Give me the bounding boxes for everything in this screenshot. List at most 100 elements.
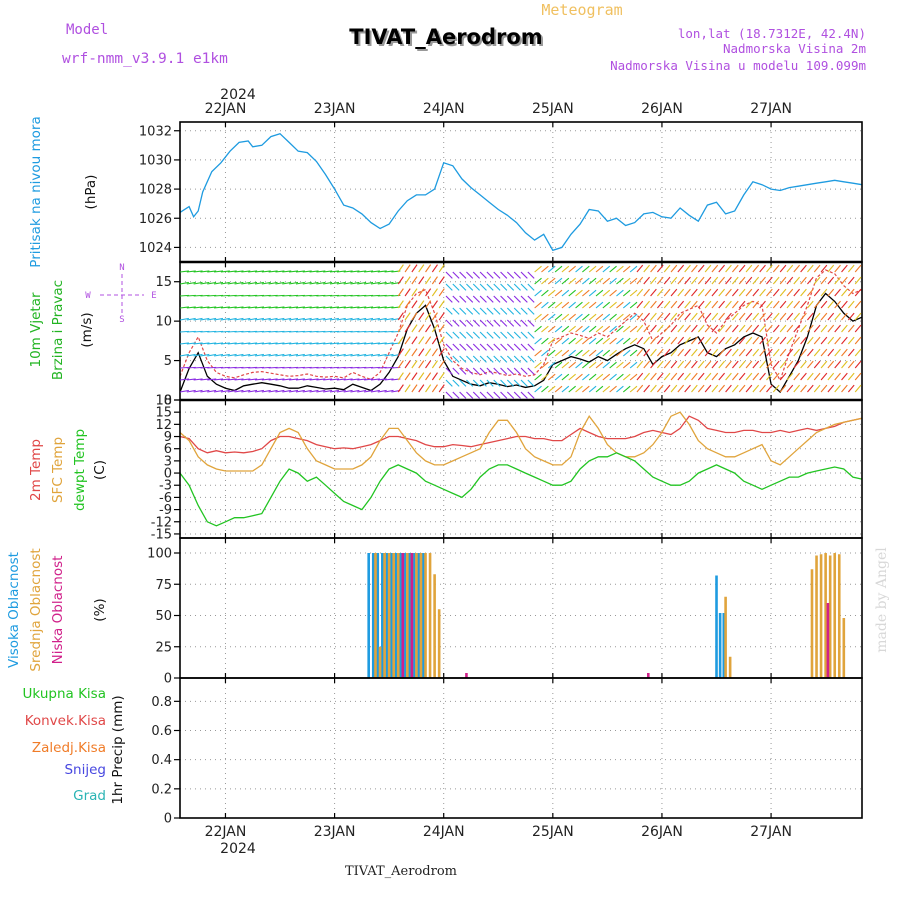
y-tick-label: -9 bbox=[159, 503, 172, 518]
wind-arrow bbox=[445, 343, 453, 351]
wind-arrow bbox=[834, 372, 841, 381]
wind-arrow bbox=[711, 288, 719, 297]
wind-arrow bbox=[234, 389, 244, 393]
wind-arrow bbox=[697, 336, 705, 345]
wind-arrow bbox=[445, 367, 453, 375]
wind-arrow bbox=[554, 265, 563, 273]
wind-arrow bbox=[547, 301, 556, 309]
wind-arrow bbox=[506, 391, 515, 399]
gust-line bbox=[179, 269, 863, 382]
wind-arrow bbox=[479, 307, 487, 315]
wind-arrow bbox=[466, 295, 474, 303]
day-label-top: 23JAN bbox=[314, 101, 356, 117]
wind-arrow bbox=[472, 379, 481, 387]
wind-arrow bbox=[282, 270, 292, 273]
wind-arrow bbox=[677, 300, 685, 309]
day-label-bottom: 26JAN bbox=[641, 824, 683, 840]
wind-arrow bbox=[520, 319, 528, 327]
wind-arrow bbox=[193, 378, 203, 381]
wind-arrow bbox=[772, 300, 780, 309]
wind-arrow bbox=[622, 289, 631, 297]
wind-arrow bbox=[329, 306, 340, 309]
wind-arrow bbox=[186, 281, 196, 285]
wind-arrow bbox=[677, 360, 685, 369]
wind-arrow bbox=[807, 372, 814, 381]
wind-arrow bbox=[486, 343, 494, 351]
wind-arrow bbox=[718, 384, 725, 393]
wind-arrow bbox=[629, 373, 638, 381]
wind-arrow bbox=[670, 372, 678, 381]
y-tick-label: 0 bbox=[164, 394, 172, 409]
wind-arrow bbox=[609, 277, 617, 285]
wind-arrow bbox=[513, 295, 521, 303]
precip-legend-4: Grad bbox=[73, 788, 106, 804]
wind-arrow bbox=[636, 324, 644, 333]
pressure-panel bbox=[174, 121, 863, 263]
wind-arrow bbox=[616, 373, 624, 381]
wind-arrow bbox=[248, 317, 258, 321]
wind-arrow bbox=[186, 378, 196, 381]
wind-arrow bbox=[179, 353, 189, 357]
wind-arrow bbox=[431, 336, 438, 345]
wind-arrow bbox=[534, 337, 542, 345]
wind-arrow bbox=[793, 348, 801, 357]
wind-arrow bbox=[541, 361, 549, 369]
wind-arrow bbox=[343, 342, 353, 345]
wind-arrow bbox=[820, 276, 828, 285]
wind-arrow bbox=[193, 306, 203, 309]
wind-arrow bbox=[772, 288, 780, 297]
wind-arrow bbox=[656, 360, 664, 369]
wind-arrow bbox=[834, 360, 841, 369]
sfc-axis-label: SFC Temp bbox=[50, 437, 66, 503]
wind-arrow bbox=[384, 353, 394, 357]
wind-arrow bbox=[766, 336, 773, 345]
wind-arrow bbox=[268, 270, 278, 273]
y-tick-label: 12 bbox=[155, 418, 172, 433]
wind-arrow bbox=[534, 361, 542, 369]
wind-arrow bbox=[214, 306, 224, 309]
precip-panel bbox=[174, 677, 863, 819]
wind-arrow bbox=[786, 348, 794, 357]
year-label-top: 2024 bbox=[220, 87, 256, 103]
y-tick-label: 100 bbox=[147, 547, 172, 562]
wind-arrow bbox=[295, 342, 305, 345]
footer-station: TIVAT_Aerodrom bbox=[345, 864, 457, 879]
wind-arrow bbox=[691, 264, 698, 273]
wind-arrow bbox=[622, 325, 631, 333]
wind-arrow bbox=[561, 337, 570, 345]
wind-arrow bbox=[370, 353, 380, 357]
wind-arrow bbox=[575, 361, 583, 369]
wind-arrow bbox=[364, 342, 374, 345]
wind-arrow bbox=[582, 313, 590, 321]
wind-arrow bbox=[431, 372, 438, 381]
wind-arrow bbox=[575, 301, 583, 309]
lonlat: lon,lat (18.7312E, 42.4N) bbox=[678, 26, 866, 41]
wind-arrow bbox=[588, 361, 597, 369]
wind-arrow bbox=[834, 276, 841, 285]
wind-arrow bbox=[616, 337, 624, 345]
wind-arrow bbox=[404, 264, 411, 273]
cloud-bar bbox=[647, 673, 650, 678]
wind-arrow bbox=[472, 319, 481, 327]
day-label-top: 22JAN bbox=[205, 101, 247, 117]
wind-arrow bbox=[541, 265, 549, 273]
wind-arrow bbox=[411, 372, 418, 381]
wind-arrow bbox=[834, 264, 841, 273]
wind-arrow bbox=[759, 360, 766, 369]
wind-arrow bbox=[854, 360, 862, 369]
wind-arrow bbox=[425, 264, 432, 273]
wind-arrow bbox=[643, 324, 650, 333]
wind-arrow bbox=[772, 324, 780, 333]
wind-arrow bbox=[513, 271, 521, 279]
wind-arrow bbox=[643, 288, 650, 297]
wind-arrow bbox=[248, 281, 258, 285]
wind-arrow bbox=[479, 283, 487, 291]
wind-arrow bbox=[275, 389, 285, 393]
wind-arrow bbox=[595, 373, 604, 381]
wind-arrow bbox=[343, 378, 353, 381]
wind-arrow bbox=[541, 277, 549, 285]
wind-arrow bbox=[193, 389, 203, 393]
wind-arrow bbox=[691, 276, 698, 285]
wind-arrow bbox=[656, 300, 664, 309]
watermark: made by Angel bbox=[874, 547, 890, 653]
